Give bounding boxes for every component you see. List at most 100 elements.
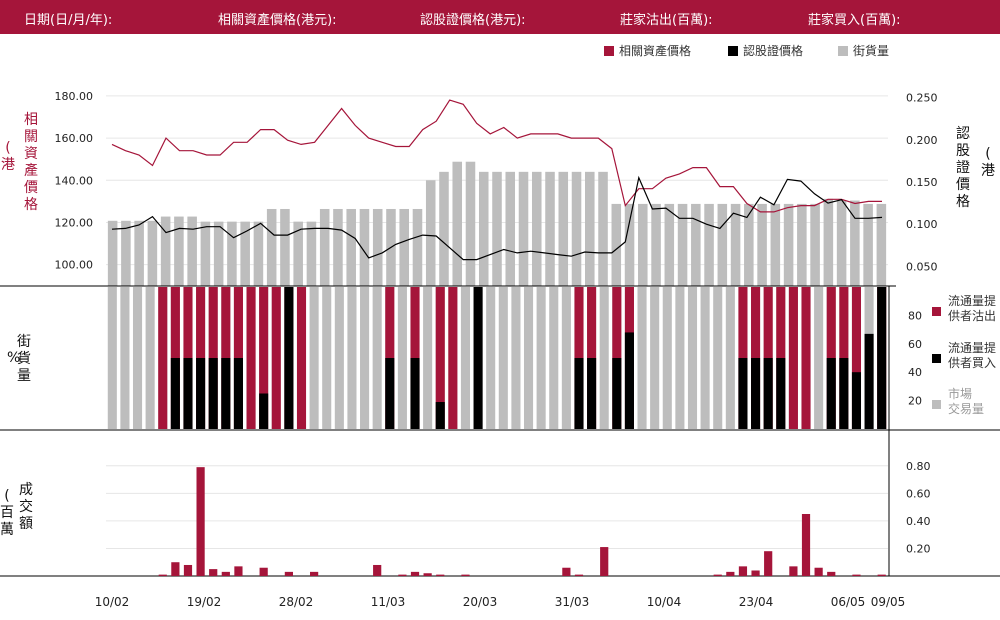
turnover-axis-unit: ( (4, 488, 9, 504)
outstanding-bar (876, 203, 887, 286)
market-volume-bar (523, 287, 534, 429)
percent-tick-label: 40 (908, 366, 922, 379)
left-tick-label: 180.00 (55, 90, 94, 103)
outstanding-bar (319, 208, 330, 286)
right-tick-label: 0.200 (906, 134, 938, 147)
outstanding-bar (134, 220, 144, 286)
right-axis-title: 認 (956, 126, 970, 142)
outstanding-bar (691, 203, 701, 286)
percent-tick-label: 80 (908, 309, 922, 322)
outstanding-bar (213, 221, 224, 286)
dealer-sell-bar (801, 287, 811, 429)
right-tick-label: 0.050 (906, 260, 938, 273)
legend-swatch (728, 46, 738, 56)
market-volume-bar (120, 287, 130, 429)
dealer-buy-label: 莊家買入(百萬): (808, 13, 901, 28)
legend-label: 流通量提 (948, 340, 996, 355)
outstanding-bar (638, 203, 648, 286)
outstanding-bar (293, 221, 303, 286)
outstanding-bar (160, 216, 171, 286)
date-label: 日期(日/月/年): (24, 13, 113, 28)
outstanding-bar (266, 208, 277, 286)
percent-axis-unit: % (7, 350, 20, 366)
outstanding-bar (624, 203, 635, 286)
x-tick-label: 11/03 (371, 595, 406, 609)
market-volume-bar (372, 287, 382, 429)
left-tick-label: 160.00 (55, 132, 94, 145)
dealer-sell-bar (271, 287, 281, 429)
outstanding-bar (478, 171, 489, 286)
underlying-price-label: 相關資產價格(港元): (218, 13, 337, 28)
right-axis-title: 證 (956, 159, 970, 176)
legend-label: 供者沽出 (948, 309, 996, 323)
dealer-sell-bar (246, 287, 256, 429)
dealer-buy-bar (612, 358, 622, 429)
market-volume-bar (460, 287, 471, 429)
outstanding-bar (174, 216, 184, 286)
outstanding-bar (359, 208, 370, 286)
market-volume-bar (637, 287, 647, 429)
percent-axis-title: 量 (17, 368, 31, 384)
outstanding-bar (253, 221, 264, 286)
market-volume-bar (549, 287, 559, 429)
outstanding-bar (200, 221, 211, 286)
market-volume-bar (725, 287, 735, 429)
outstanding-bar (492, 171, 502, 286)
right-tick-label: 0.150 (906, 176, 938, 189)
market-volume-bar (599, 287, 609, 429)
dealer-sell-bar (259, 287, 269, 429)
turnover-bar (284, 571, 293, 576)
left-axis-title: 資 (24, 146, 38, 162)
outstanding-bar (730, 203, 741, 286)
right-axis-title: 格 (956, 194, 970, 210)
x-tick-label: 10/02 (95, 595, 130, 609)
dealer-buy-bar (763, 358, 773, 429)
left-axis-title: 關 (24, 129, 38, 145)
warrant-price-line (111, 175, 883, 261)
right-axis-unit: ( (985, 146, 990, 162)
turnover-bar (234, 566, 243, 576)
turnover-tick-label: 0.80 (906, 460, 931, 473)
dealer-buy-bar (473, 287, 483, 429)
turnover-bar (827, 571, 836, 576)
outstanding-bar (227, 221, 237, 286)
outstanding-bar (531, 171, 542, 286)
x-tick-label: 10/04 (647, 595, 682, 609)
outstanding-bar (333, 208, 343, 286)
outstanding-bar (677, 203, 688, 286)
left-axis-unit: 港 (1, 157, 15, 173)
turnover-bar (562, 567, 571, 576)
legend-swatch (604, 46, 614, 56)
market-volume-bar (334, 287, 344, 429)
percent-axis-title: 貨 (17, 350, 31, 367)
outstanding-bar (810, 203, 820, 286)
turnover-bar (310, 571, 319, 576)
dealer-sell-bar (296, 287, 307, 429)
dealer-buy-bar (221, 358, 231, 429)
market-volume-bar (511, 287, 521, 429)
legend-label: 相關資產價格 (619, 43, 691, 58)
outstanding-bar (744, 203, 754, 286)
turnover-bar (461, 574, 470, 576)
x-tick-label: 09/05 (871, 595, 906, 609)
turnover-bar (814, 567, 823, 576)
dealer-buy-bar (624, 332, 634, 429)
market-volume-bar (713, 287, 723, 429)
left-axis-title: 相 (24, 112, 38, 128)
outstanding-bar (439, 171, 449, 286)
outstanding-bar (783, 203, 794, 286)
dealer-buy-bar (826, 358, 836, 429)
outstanding-bar (836, 200, 847, 286)
outstanding-bar (372, 208, 383, 286)
turnover-axis-title: 額 (19, 516, 33, 532)
left-tick-label: 120.00 (55, 216, 94, 229)
left-axis-title: 價 (24, 179, 38, 196)
legend-label: 流通量提 (948, 293, 996, 308)
x-tick-label: 23/04 (739, 595, 774, 609)
turnover-bar (183, 564, 193, 576)
market-volume-bar (498, 287, 508, 429)
outstanding-bar (280, 208, 290, 286)
dealer-buy-bar (233, 358, 243, 429)
market-volume-bar (486, 287, 496, 429)
turnover-bar (600, 547, 609, 576)
